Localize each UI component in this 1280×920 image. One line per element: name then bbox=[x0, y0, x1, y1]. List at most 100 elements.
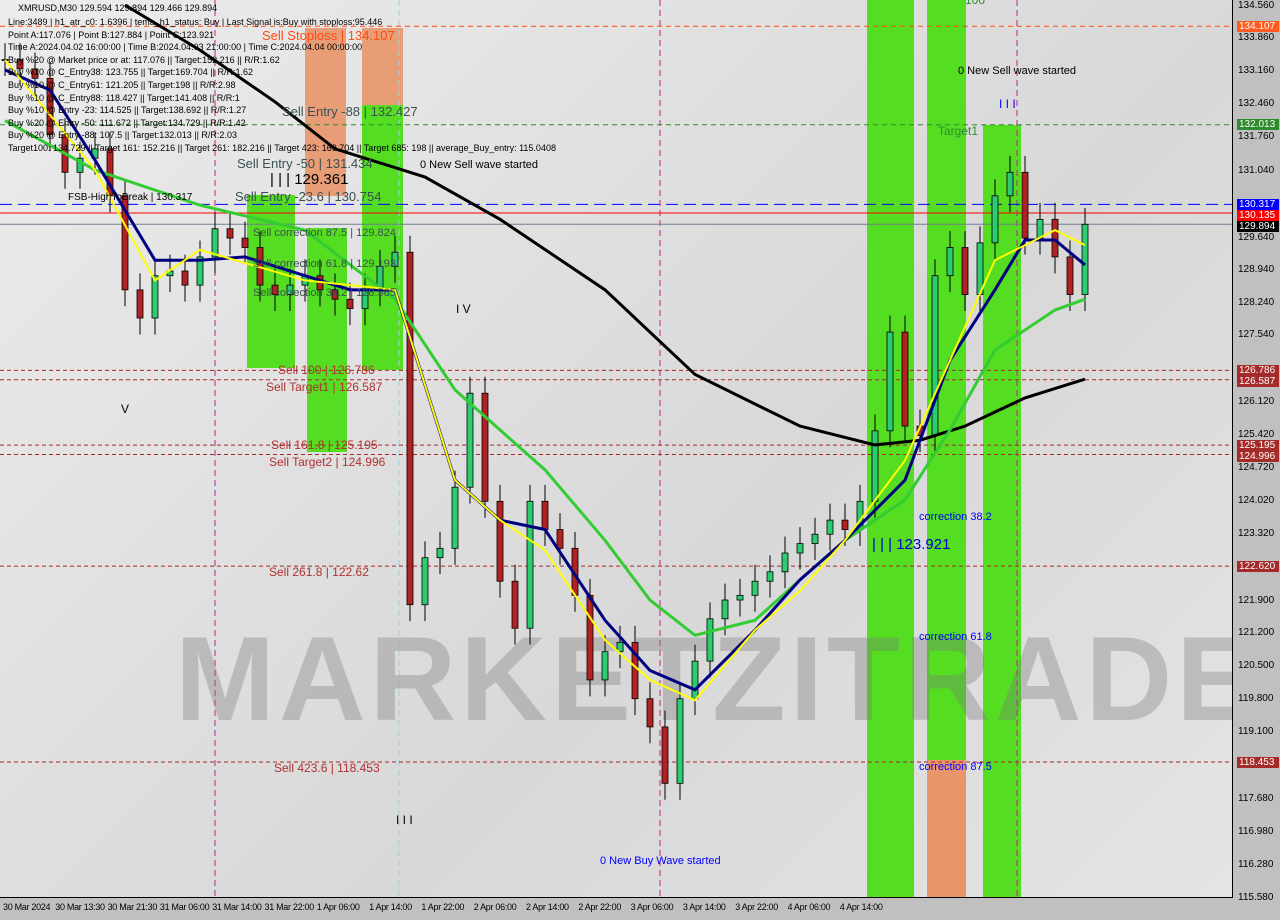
candle bbox=[226, 212, 234, 255]
moving-average-line bbox=[4, 68, 1086, 692]
price-tick: 121.900 bbox=[1238, 594, 1275, 606]
time-tick: 31 Mar 22:00 bbox=[264, 902, 315, 912]
candle bbox=[616, 625, 624, 669]
time-tick: 4 Apr 14:00 bbox=[839, 902, 883, 912]
candle bbox=[826, 503, 834, 551]
wave-iii-label: I I I bbox=[396, 813, 413, 827]
correction-382-label: correction 38.2 bbox=[919, 511, 992, 523]
time-tick: 31 Mar 14:00 bbox=[212, 902, 262, 912]
price-tag: 134.107 bbox=[1237, 20, 1279, 32]
info-line: Buy %20 @ Entry -50: 111.672 || Target:1… bbox=[8, 117, 246, 128]
candle bbox=[946, 231, 954, 293]
time-tick: 30 Mar 21:30 bbox=[107, 902, 158, 912]
candle bbox=[811, 517, 819, 561]
wave-v-label: V bbox=[121, 402, 130, 416]
price-tick: 133.160 bbox=[1238, 65, 1275, 77]
sell-161-label: Sell 161.8 | 125.195 bbox=[271, 438, 378, 452]
candle bbox=[421, 541, 429, 622]
chart-title: XMRUSD,M30 129.594 129.894 129.466 129.8… bbox=[18, 3, 218, 13]
chart-plot-area[interactable]: MARKETZITRADE XMRUSD,M30 129.594 129.894… bbox=[0, 0, 1233, 898]
sell-target1-label: Sell Target1 | 126.587 bbox=[266, 380, 383, 394]
candle bbox=[766, 555, 774, 598]
candle bbox=[481, 376, 489, 518]
candle bbox=[31, 52, 39, 95]
new-buy-wave-label: 0 New Buy Wave started bbox=[600, 855, 721, 867]
price-tick: 119.800 bbox=[1238, 693, 1274, 705]
info-line: Point A:117.076 | Point B:127.884 | Poin… bbox=[8, 29, 215, 40]
time-tick: 2 Apr 14:00 bbox=[526, 902, 569, 912]
time-tick: 2 Apr 22:00 bbox=[578, 902, 622, 912]
candle bbox=[751, 564, 759, 612]
target1-label: Target1 bbox=[938, 124, 979, 138]
buy-zone bbox=[983, 125, 1021, 897]
candle bbox=[331, 273, 339, 316]
candle bbox=[211, 212, 219, 274]
info-line: Buy %10 @ C_Entry38: 123.755 || Target:1… bbox=[8, 67, 253, 78]
price-tag: 125.195 bbox=[1237, 440, 1279, 452]
candle bbox=[691, 644, 699, 716]
candle bbox=[781, 536, 789, 589]
candle bbox=[1081, 207, 1089, 311]
price-tick: 116.280 bbox=[1238, 858, 1274, 870]
zones-layer bbox=[214, 0, 1021, 897]
candle bbox=[931, 259, 939, 452]
candle bbox=[706, 602, 714, 678]
time-tick: 3 Apr 22:00 bbox=[735, 902, 778, 912]
time-tick: 30 Mar 2024 bbox=[3, 902, 51, 912]
price-tag: 124.996 bbox=[1237, 451, 1279, 463]
candle bbox=[991, 179, 999, 260]
price-tick: 124.720 bbox=[1238, 462, 1275, 474]
moving-average-line bbox=[124, 3, 1086, 447]
price-tick: 117.680 bbox=[1238, 792, 1274, 804]
candle bbox=[556, 513, 564, 565]
candle bbox=[676, 682, 684, 800]
new-sell-wave-left: 0 New Sell wave started bbox=[420, 159, 538, 171]
price-tag: 130.317 bbox=[1237, 198, 1279, 210]
price-tick: 126.120 bbox=[1238, 396, 1275, 408]
price-tick: 128.240 bbox=[1238, 296, 1275, 308]
candle bbox=[136, 273, 144, 335]
candle bbox=[271, 268, 279, 311]
sell-correction-382-label: Sell correction 38.2 | 128.565 bbox=[253, 287, 396, 299]
sell-100-label: Sell 100 | 126.786 bbox=[278, 363, 375, 377]
candle bbox=[1051, 202, 1059, 274]
candle bbox=[466, 376, 474, 504]
sell-stoploss-label: Sell Stoploss | 134.107 bbox=[262, 28, 395, 43]
candle bbox=[1006, 155, 1014, 213]
candle bbox=[901, 315, 909, 443]
price-tick: 120.500 bbox=[1238, 660, 1275, 672]
time-tick: 1 Apr 22:00 bbox=[421, 902, 465, 912]
candle bbox=[541, 484, 549, 546]
price-tag: 126.786 bbox=[1237, 364, 1279, 376]
price-tag: 132.013 bbox=[1237, 119, 1279, 131]
info-line: Buy %20 @ Entry -88: 107.5 || Target:132… bbox=[8, 130, 237, 141]
candle bbox=[526, 484, 534, 645]
sell-stoploss-zone bbox=[305, 28, 346, 196]
candle bbox=[961, 231, 969, 311]
sell-423-label: Sell 423.6 | 118.453 bbox=[274, 761, 380, 775]
sell-target2-label: Sell Target2 | 124.996 bbox=[269, 455, 386, 469]
point-c-label: | | | 123.921 bbox=[872, 536, 951, 553]
wave-iii-blue-label: I I I bbox=[999, 97, 1016, 111]
sell-entry-zone bbox=[362, 105, 403, 370]
sell-entry-23-label: Sell Entry -23.6 | 130.754 bbox=[235, 189, 382, 204]
time-tick: 1 Apr 06:00 bbox=[316, 902, 360, 912]
time-tick: 1 Apr 14:00 bbox=[369, 902, 412, 912]
moving-average-line bbox=[4, 59, 1086, 702]
time-tick: 4 Apr 06:00 bbox=[787, 902, 831, 912]
candle bbox=[496, 484, 504, 598]
price-tag: 129.894 bbox=[1237, 220, 1279, 232]
candle bbox=[796, 527, 804, 570]
candle bbox=[736, 578, 744, 617]
info-line: Line:3489 | h1_atr_c0: 1.6396 | tema_h1_… bbox=[8, 17, 383, 27]
candle bbox=[76, 141, 84, 189]
buy-stop-zone bbox=[927, 760, 966, 897]
sell-entry-50-label: Sell Entry -50 | 131.434 bbox=[237, 156, 373, 171]
sell-stoploss-zone bbox=[362, 28, 403, 106]
price-tick: 121.200 bbox=[1238, 627, 1275, 639]
point-label: | | | 129.361 bbox=[270, 171, 349, 188]
candle bbox=[1036, 202, 1044, 255]
correction-875-label: correction 87.5 bbox=[919, 761, 992, 773]
price-tag: 122.620 bbox=[1237, 560, 1279, 572]
price-tick: 127.540 bbox=[1238, 329, 1275, 341]
